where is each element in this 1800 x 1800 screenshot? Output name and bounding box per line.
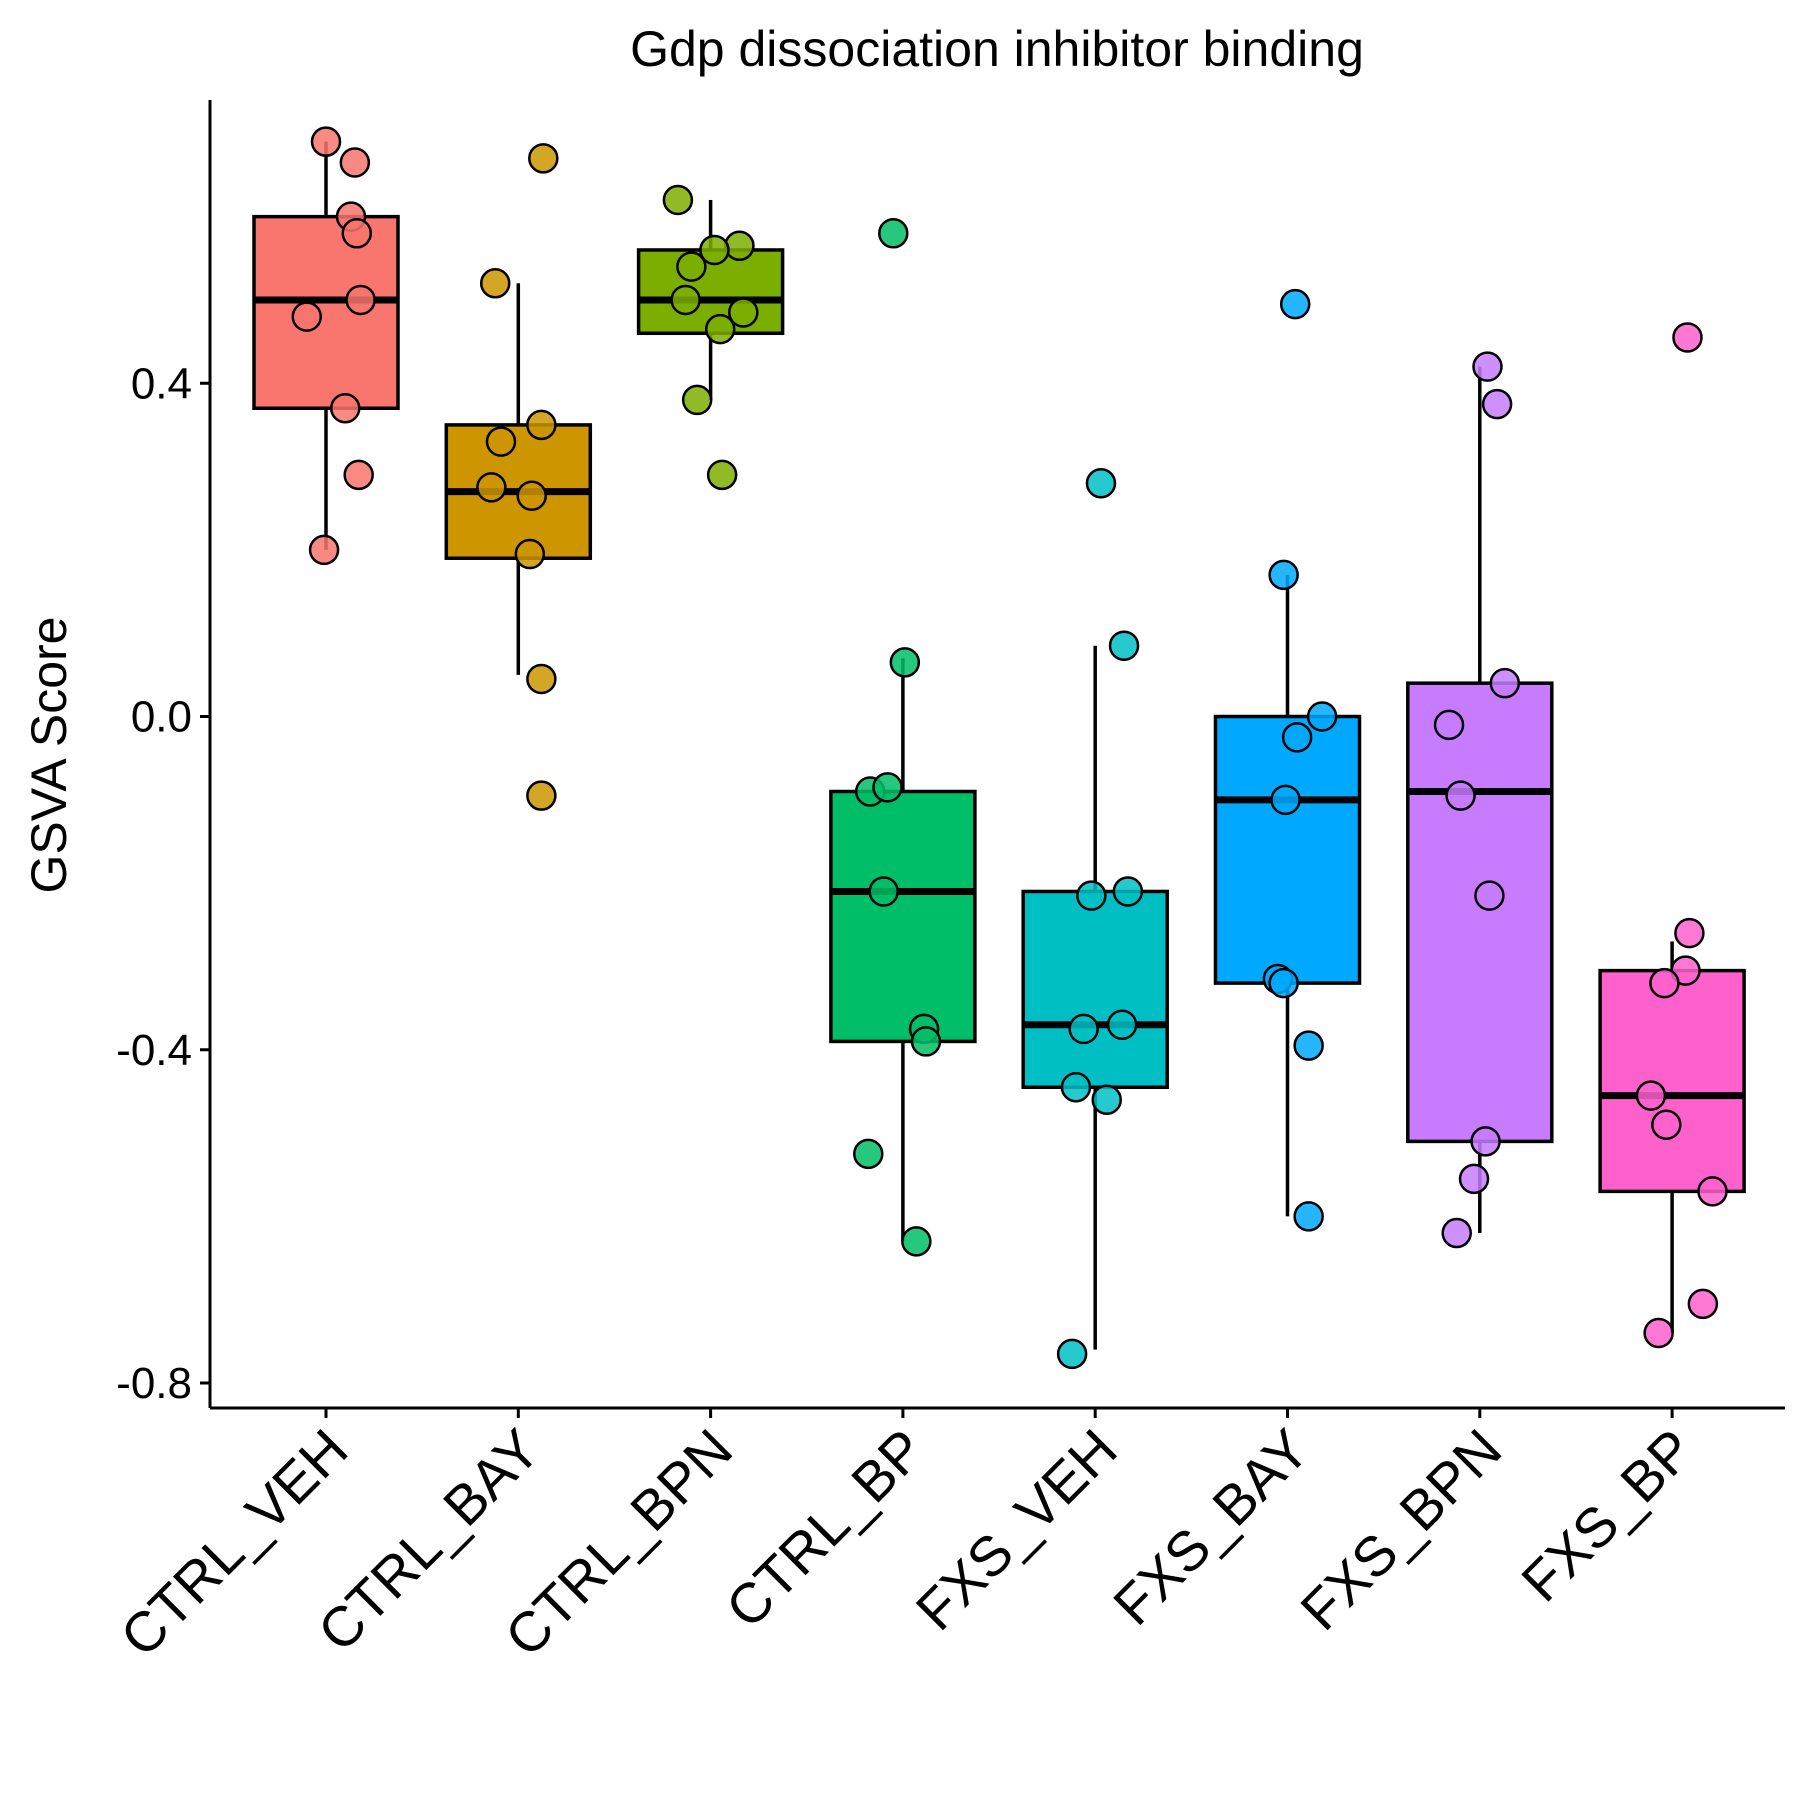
data-point	[1060, 1071, 1092, 1103]
data-point	[1470, 1126, 1501, 1157]
data-point	[1472, 351, 1503, 382]
data-point	[706, 459, 738, 491]
data-point	[853, 1138, 884, 1170]
y-tick-label: 0.4	[131, 359, 192, 408]
data-point	[1474, 880, 1505, 911]
data-point	[1687, 1288, 1719, 1320]
data-point	[704, 313, 736, 345]
data-point	[1293, 1201, 1324, 1232]
data-point	[1108, 630, 1140, 661]
plot-area	[252, 126, 1746, 1370]
box-group-ctrl-veh	[252, 126, 400, 566]
box-group-fxs-bpn	[1406, 351, 1554, 1249]
data-point	[479, 268, 511, 299]
data-point	[1281, 722, 1313, 753]
data-point	[291, 301, 323, 332]
box-group-ctrl-bay	[444, 143, 593, 811]
y-axis: -0.8 -0.4 0.0 0.4	[116, 100, 212, 1408]
data-point	[528, 143, 559, 174]
data-point	[310, 126, 342, 157]
box-group-ctrl-bp	[829, 218, 977, 1257]
data-point	[662, 184, 694, 216]
data-point	[308, 534, 340, 566]
data-point	[516, 480, 548, 511]
data-point	[868, 876, 899, 907]
x-tick-label: FXS_BPN	[1288, 1417, 1513, 1642]
box-group-fxs-bp	[1598, 322, 1746, 1349]
box	[252, 214, 400, 411]
box-group-fxs-veh	[1021, 467, 1169, 1370]
x-tick-label: FXS_BP	[1509, 1417, 1705, 1613]
box-group-fxs-bay	[1213, 288, 1362, 1232]
chart-title: Gdp dissociation inhibitor binding	[630, 21, 1364, 77]
data-point	[681, 384, 713, 416]
data-point	[345, 284, 376, 316]
data-point	[514, 538, 546, 570]
data-point	[1489, 667, 1521, 699]
x-tick-label: CTRL_BP	[714, 1417, 937, 1640]
y-tick-label: -0.4	[116, 1026, 192, 1075]
data-point	[1672, 322, 1703, 353]
data-point	[329, 393, 361, 424]
data-point	[341, 218, 373, 249]
data-point	[1697, 1176, 1728, 1207]
data-point	[1643, 1317, 1674, 1349]
data-point	[1112, 876, 1144, 907]
data-point	[728, 297, 759, 328]
data-point	[1106, 1009, 1138, 1041]
data-point	[1293, 1030, 1324, 1061]
data-point	[1635, 1080, 1667, 1111]
data-point	[676, 251, 707, 282]
box	[1406, 681, 1554, 1144]
data-point	[1279, 288, 1311, 320]
x-tick-label: FXS_BAY	[1101, 1417, 1321, 1637]
data-point	[1085, 467, 1117, 499]
data-point	[526, 780, 557, 811]
data-point	[1441, 1217, 1472, 1249]
data-point	[526, 409, 557, 441]
box	[1213, 714, 1362, 985]
box	[1598, 968, 1746, 1194]
data-point	[1481, 388, 1513, 420]
data-point	[872, 772, 903, 803]
y-tick-label: 0.0	[131, 693, 192, 742]
data-point	[1056, 1338, 1088, 1370]
data-point	[1270, 784, 1301, 816]
box-group-ctrl-bpn	[636, 184, 785, 491]
y-tick-label: -0.8	[116, 1359, 192, 1408]
x-tick-label: FXS_VEH	[904, 1417, 1129, 1642]
x-axis: CTRL_VEHCTRL_BAYCTRL_BPNCTRL_BPFXS_VEHFX…	[108, 1406, 1785, 1668]
data-point	[1433, 709, 1465, 741]
data-point	[1458, 1163, 1490, 1195]
data-point	[1674, 917, 1705, 949]
data-point	[1268, 559, 1299, 591]
data-point	[670, 284, 701, 316]
data-point	[901, 1226, 932, 1257]
data-point	[1068, 1013, 1099, 1045]
data-point	[1445, 780, 1476, 811]
data-point	[1306, 701, 1338, 732]
data-point	[1076, 880, 1107, 911]
data-point	[1649, 967, 1680, 999]
y-axis-title: GSVA Score	[21, 617, 77, 894]
data-point	[1091, 1084, 1122, 1115]
data-point	[1268, 967, 1299, 999]
data-point	[889, 647, 921, 678]
data-point	[526, 663, 557, 695]
data-point	[1651, 1109, 1682, 1140]
data-point	[339, 147, 371, 178]
data-point	[878, 218, 909, 249]
box	[1021, 889, 1169, 1089]
data-point	[476, 472, 507, 503]
data-point	[699, 234, 730, 266]
data-point	[910, 1026, 942, 1057]
data-point	[343, 459, 374, 491]
data-point	[724, 230, 755, 262]
data-point	[485, 426, 517, 457]
box	[829, 789, 977, 1044]
